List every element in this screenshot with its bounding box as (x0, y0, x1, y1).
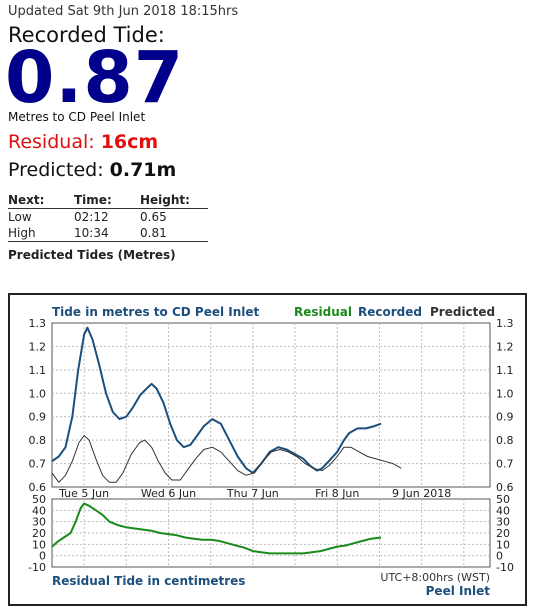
x-tick-label: Tue 5 Jun (58, 487, 109, 500)
y-tick-label: 1.0 (29, 387, 47, 400)
y-tick-label: 0 (496, 550, 503, 563)
y-tick-label: 1.3 (496, 317, 514, 330)
y-tick-label: 20 (32, 527, 46, 540)
recorded-tide-label: Recorded Tide: (8, 23, 165, 47)
legend-recorded: Recorded (358, 305, 422, 319)
predicted-tides-title: Predicted Tides (Metres) (8, 248, 176, 262)
column-header: Time: (74, 192, 140, 209)
y-tick-label: 10 (496, 538, 510, 551)
recorded-tide-value: 0.87 (5, 36, 185, 119)
y-tick-label: 1.3 (29, 317, 47, 330)
table-row: High 10:34 0.81 (8, 225, 208, 242)
series-recorded-line (51, 326, 382, 474)
tide-height: 0.65 (140, 210, 167, 224)
tide-plot-area (51, 322, 491, 488)
y-tick-label: 0.9 (496, 411, 514, 424)
column-header: Height: (140, 192, 208, 209)
chart-title: Tide in metres to CD Peel Inlet (52, 305, 260, 319)
date-x-axis: Tue 5 Jun Wed 6 Jun Thu 7 Jun Fri 8 Jun 9 Ju… (58, 487, 451, 500)
predicted-line: Predicted: 0.71m (8, 159, 176, 181)
legend-residual: Residual (294, 305, 352, 319)
y-tick-label: 50 (32, 493, 46, 506)
tide-series (51, 326, 402, 483)
y-tick-label: 50 (496, 493, 510, 506)
timezone-label: UTC+8:00hrs (WST) (380, 571, 490, 584)
tide-chart-svg: Tide in metres to CD Peel Inlet Residual… (28, 305, 514, 598)
tide-type: High (8, 225, 74, 242)
recorded-tide-units: Metres to CD Peel Inlet (8, 110, 146, 124)
y-tick-label: 0.8 (496, 434, 514, 447)
y-tick-label: 10 (32, 538, 46, 551)
residual-grid (52, 499, 490, 567)
tide-type: Low (8, 210, 32, 224)
tide-height: 0.81 (140, 225, 208, 242)
y-tick-label: 1.1 (29, 364, 47, 377)
y-tick-label: -10 (496, 561, 514, 574)
next-tides-table: Next: Time: Height: Low 02:12 0.65 High … (8, 192, 208, 242)
residual-series (51, 502, 382, 555)
y-tick-label: 30 (32, 516, 46, 529)
y-tick-label: 1.1 (496, 364, 514, 377)
y-tick-label: 1.2 (29, 340, 47, 353)
tide-y-axis: 0.6 0.6 0.7 0.7 0.8 0.8 0.9 0.9 1.0 1.0 1.1 1.1 1.2 1… (29, 317, 514, 494)
y-tick-label: 1.2 (496, 340, 514, 353)
residual-line: Residual: 16cm (8, 131, 158, 153)
y-tick-label: 1.0 (496, 387, 514, 400)
legend-predicted: Predicted (430, 305, 495, 319)
location-label: Peel Inlet (426, 584, 491, 598)
column-header: Next: (8, 192, 74, 209)
tide-time: 02:12 (74, 210, 109, 224)
x-tick-label: Wed 6 Jun (141, 487, 196, 500)
tide-time: 10:34 (74, 225, 140, 242)
tide-chart: Tide in metres to CD Peel Inlet Residual… (8, 293, 527, 606)
y-tick-label: 40 (496, 504, 510, 517)
y-tick-label: 0.7 (29, 458, 47, 471)
series-residual-line (51, 502, 382, 555)
y-tick-label: 20 (496, 527, 510, 540)
y-tick-label: 0.6 (29, 481, 47, 494)
series-predicted-line (51, 435, 402, 483)
x-tick-label: 9 Jun 2018 (392, 487, 451, 500)
y-tick-label: 0.9 (29, 411, 47, 424)
x-tick-label: Fri 8 Jun (315, 487, 359, 500)
x-tick-label: Thu 7 Jun (226, 487, 279, 500)
updated-timestamp: Updated Sat 9th Jun 2018 18:15hrs (8, 4, 239, 19)
y-tick-label: 0.6 (496, 481, 514, 494)
table-header-row: Next: Time: Height: (8, 192, 208, 209)
table-row: Low 02:12 0.65 (8, 209, 208, 226)
y-tick-label: 0 (39, 550, 46, 563)
residual-label: Residual: (8, 131, 95, 153)
y-tick-label: 0.7 (496, 458, 514, 471)
predicted-value: 0.71m (109, 159, 177, 181)
y-tick-label: 30 (496, 516, 510, 529)
residual-value: 16cm (100, 131, 159, 153)
residual-chart-title: Residual Tide in centimetres (52, 574, 245, 588)
y-tick-label: 0.8 (29, 434, 47, 447)
y-tick-label: -10 (28, 561, 46, 574)
predicted-label: Predicted: (8, 159, 104, 181)
y-tick-label: 40 (32, 504, 46, 517)
